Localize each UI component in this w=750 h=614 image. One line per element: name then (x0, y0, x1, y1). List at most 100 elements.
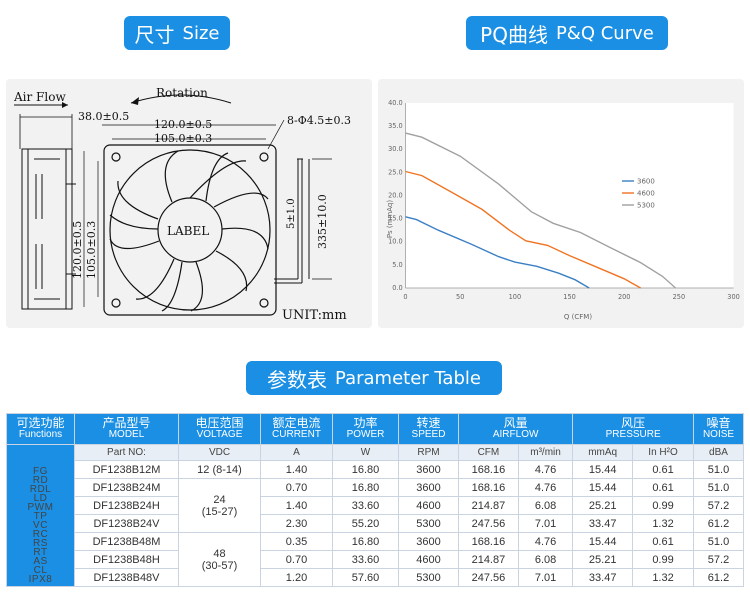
param-heading-en: Parameter Table (335, 367, 481, 389)
table-cell: 61.2 (693, 514, 744, 533)
table-cell: 1.20 (260, 568, 333, 587)
table-cell: 51.0 (693, 532, 744, 551)
fan-cable (274, 158, 310, 284)
table-cell: 51.0 (693, 478, 744, 497)
y-axis-label: Ps (mmAq) (386, 200, 394, 238)
pq-chart: 0 50 100 150 200 250 300 0.0 5.0 10.0 15.0 20.0 25.0… (386, 99, 740, 321)
table-cell: 4.76 (517, 532, 574, 551)
table-cell: 51.0 (693, 460, 744, 479)
function-item: CL (33, 565, 48, 576)
table-cell: 55.20 (332, 514, 399, 533)
x-tick-label: 100 (509, 293, 522, 301)
rotation-label: Rotation (156, 86, 208, 100)
header-functions: 可选功能 Functions (6, 413, 75, 445)
table-cell: 33.60 (332, 496, 399, 515)
parameter-table-heading: 参数表 Parameter Table (246, 361, 502, 395)
dim-5: 5±1.0 (286, 198, 297, 229)
header-text: VOLTAGE (196, 429, 243, 440)
header-text: Functions (18, 429, 63, 440)
y-tick-label: 10.0 (388, 238, 403, 246)
table-cell: 0.61 (632, 478, 694, 497)
table-cell: 7.01 (517, 568, 574, 587)
parameter-table: 可选功能 Functions 产品型号 MODEL 电压范围 VOLTAGE 额定电流… (6, 413, 744, 587)
table-cell: 5300 (398, 568, 459, 587)
dim-38: 38.0±0.5 (78, 110, 129, 123)
table-cell: 0.70 (260, 550, 333, 569)
unit-mmaq: mmAq (572, 444, 634, 461)
header-current: 额定电流 CURRENT (260, 413, 333, 445)
voltage-48: 48 (30-57) (178, 532, 261, 587)
table-cell: 1.32 (632, 568, 694, 587)
table-cell: 3600 (398, 460, 459, 479)
size-heading-cn: 尺寸 (134, 22, 175, 47)
header-text: 电压范围 (195, 416, 244, 430)
pq-chart-panel: 0 50 100 150 200 250 300 0.0 5.0 10.0 15.0 20.0 25.0… (378, 79, 744, 328)
table-cell: 247.56 (458, 514, 519, 533)
header-noise: 噪音 NOISE (693, 413, 744, 445)
voltage-12: 12 (8-14) (178, 460, 261, 479)
dim-hole: 8-Φ4.5±0.3 (287, 114, 351, 127)
header-text: 噪音 (706, 416, 731, 430)
x-tick-label: 50 (456, 293, 464, 301)
header-pressure: 风压 PRESSURE (572, 413, 694, 445)
x-tick-label: 300 (727, 293, 740, 301)
table-cell: 6.08 (517, 496, 574, 515)
header-power: 功率 POWER (332, 413, 399, 445)
table-cell: 247.56 (458, 568, 519, 587)
unit-dba: dBA (693, 444, 744, 461)
table-cell: 16.80 (332, 478, 399, 497)
table-cell: 15.44 (572, 532, 634, 551)
table-row: DF1238B12M 12 (8-14) 1.40 16.80 3600 168.1… (7, 460, 744, 479)
table-row: DF1238B48V 1.20 57.60 5300 247.56 7.01 33.47… (7, 568, 744, 587)
table-cell: DF1238B24H (74, 496, 179, 515)
header-text: PRESSURE (605, 429, 661, 440)
table-cell: 0.70 (260, 478, 333, 497)
unit-vdc: VDC (178, 444, 261, 461)
table-cell: 57.2 (693, 496, 744, 515)
y-tick-label: 0.0 (392, 284, 402, 292)
unit-cfm: CFM (458, 444, 519, 461)
table-cell: 1.40 (260, 496, 333, 515)
table-cell: 5300 (398, 514, 459, 533)
table-cell: 2.30 (260, 514, 333, 533)
table-cell: 214.87 (458, 496, 519, 515)
pq-curve-heading: PQ曲线 P&Q Curve (466, 16, 668, 50)
table-cell: 214.87 (458, 550, 519, 569)
table-cell: DF1238B12M (74, 460, 179, 479)
header-text: 可选功能 (16, 416, 65, 430)
x-tick-label: 150 (563, 293, 576, 301)
unit-rpm: RPM (398, 444, 459, 461)
dim-120-height: 120.0±0.5 (71, 221, 84, 279)
unit-a: A (260, 444, 333, 461)
table-cell: DF1238B24V (74, 514, 179, 533)
pq-heading-en: P&Q Curve (555, 22, 654, 44)
table-header-row: 可选功能 Functions 产品型号 MODEL 电压范围 VOLTAGE 额定电流… (6, 413, 744, 445)
x-tick-label: 250 (673, 293, 686, 301)
fan-side-view (21, 148, 76, 310)
table-row: DF1238B48H 0.70 33.60 4600 214.87 6.08 25.21… (7, 550, 744, 569)
dim-105-width: 105.0±0.3 (154, 132, 212, 145)
table-cell: DF1238B48V (74, 568, 179, 587)
table-cell: 33.47 (572, 514, 634, 533)
voltage-24: 24 (15-27) (178, 478, 261, 533)
table-cell: 4600 (398, 550, 459, 569)
unit-inh2o: In H²O (632, 444, 694, 461)
pq-heading-cn: PQ曲线 (480, 22, 548, 47)
function-item: RC (32, 529, 49, 540)
y-tick-label: 15.0 (388, 214, 403, 222)
function-item: PWM (27, 502, 54, 513)
header-text: POWER (346, 429, 385, 440)
label-text: LABEL (167, 224, 209, 238)
table-cell: 1.40 (260, 460, 333, 479)
y-tick-label: 35.0 (388, 122, 403, 130)
header-text: SPEED (411, 429, 446, 440)
y-tick-label: 5.0 (392, 261, 402, 269)
table-cell: 33.60 (332, 550, 399, 569)
header-text: CURRENT (272, 429, 321, 440)
dimension-drawing: Air Flow 38.0±0.5 120.0±0.5 105.0±0.3 (13, 86, 351, 323)
function-item: LD (33, 493, 48, 504)
table-row: DF1238B24M 24 (15-27) 0.70 16.80 3600 168.1… (7, 478, 744, 533)
table-cell: DF1238B24M (74, 478, 179, 497)
header-text: 风压 (621, 416, 646, 430)
function-item: RS (33, 538, 48, 549)
